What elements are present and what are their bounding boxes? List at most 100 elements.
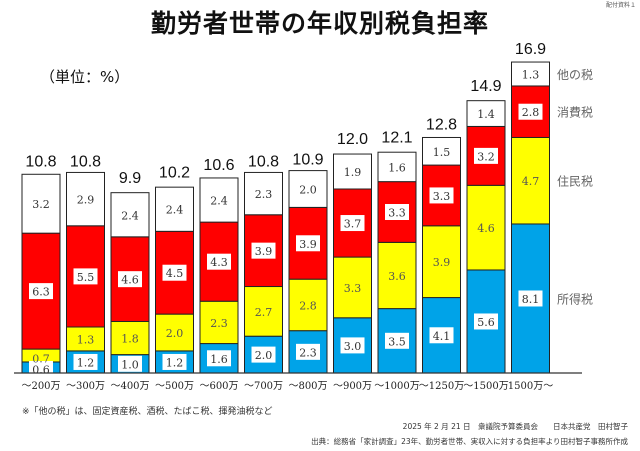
labels-group: 0.60.76.33.210.81.21.35.52.910.81.01.84.… (25, 41, 546, 377)
value-label-resident-tax: 4.6 (477, 222, 495, 235)
x-tick-label: ～400万 (110, 381, 149, 392)
value-label-resident-tax: 2.8 (299, 299, 317, 312)
x-tick-label: ～200万 (21, 381, 60, 392)
bar-segment-other-tax (333, 153, 372, 190)
chart-title: 勤労者世帯の年収別税負担率 (150, 9, 489, 38)
value-label-other-tax: 1.5 (433, 146, 451, 159)
footer-citation: 出典：総務省「家計調査」23年、勤労者世帯、実収入に対する負担率より田村智子事務… (311, 437, 628, 446)
value-label-resident-tax: 2.7 (255, 306, 273, 319)
total-label: 12.8 (426, 116, 457, 133)
value-label-other-tax: 1.3 (522, 69, 540, 82)
value-label-consumption-tax: 4.3 (210, 256, 228, 269)
value-label-consumption-tax: 5.5 (77, 271, 95, 284)
value-label-other-tax: 2.4 (210, 195, 228, 208)
value-label-box (29, 283, 53, 300)
x-tick-label: ～700万 (244, 381, 283, 392)
x-tick-label: ～500万 (155, 381, 194, 392)
bar-segment-resident-tax (288, 278, 328, 332)
x-tick-label: ～300万 (66, 381, 105, 392)
value-label-other-tax: 1.4 (477, 108, 495, 121)
value-label-resident-tax: 3.9 (433, 256, 451, 269)
value-label-income-tax: 1.2 (77, 356, 95, 369)
value-label-box (251, 242, 276, 259)
value-label-box (518, 103, 543, 120)
value-label-other-tax: 1.6 (388, 161, 406, 174)
value-label-box (162, 353, 187, 370)
total-label: 10.2 (159, 164, 190, 181)
value-label-resident-tax: 4.7 (522, 175, 540, 188)
value-label-consumption-tax: 3.9 (299, 238, 317, 251)
value-label-box (73, 353, 98, 370)
value-label-box (340, 215, 365, 232)
bar-segment-resident-tax (110, 320, 150, 356)
value-label-box (207, 350, 231, 367)
value-label-box (251, 346, 276, 363)
value-label-other-tax: 2.3 (255, 188, 273, 201)
total-label: 10.6 (203, 157, 234, 174)
bar-segment-other-tax (466, 100, 506, 127)
footnote: ※「他の税」は、固定資産税、酒税、たばこ税、揮発油税など (22, 407, 273, 417)
value-label-income-tax: 4.1 (433, 330, 451, 343)
value-label-consumption-tax: 2.8 (522, 106, 540, 119)
bar-segment-other-tax (199, 177, 239, 223)
bar-segment-resident-tax (244, 286, 283, 337)
value-label-box (118, 355, 142, 372)
bars-group (21, 61, 550, 374)
x-tick-label: ～1250万 (419, 381, 464, 392)
legend-label-income-tax: 所得税 (557, 291, 593, 306)
bar-segment-other-tax (422, 136, 461, 166)
value-label-box (207, 253, 231, 270)
value-label-box (474, 147, 498, 164)
bar-segment-other-tax (21, 173, 61, 234)
bar-segment-other-tax (66, 171, 105, 227)
document-tag: 配付資料１ (605, 2, 636, 9)
value-label-other-tax: 2.4 (121, 209, 139, 222)
value-label-resident-tax: 2.3 (210, 317, 228, 330)
bar-segment-resident-tax (199, 300, 239, 345)
x-tick-label: ～800万 (288, 381, 327, 392)
value-label-income-tax: 5.6 (477, 316, 495, 329)
bar-segment-resident-tax (155, 313, 194, 352)
value-label-box (118, 271, 142, 288)
value-label-box (296, 235, 320, 252)
x-tick-label: 1500万～ (508, 381, 553, 392)
total-label: 10.8 (70, 153, 101, 170)
unit-label: （単位：%） (40, 68, 130, 86)
bar-segment-other-tax (244, 171, 283, 216)
total-label: 9.9 (119, 170, 141, 187)
total-label: 10.8 (248, 153, 279, 170)
value-label-consumption-tax: 3.7 (344, 218, 362, 231)
value-label-income-tax: 1.6 (210, 353, 228, 366)
bar-segment-resident-tax (466, 184, 506, 271)
value-label-resident-tax: 3.3 (344, 282, 362, 295)
value-label-income-tax: 1.0 (121, 358, 139, 371)
total-label: 10.8 (25, 153, 56, 170)
value-label-income-tax: 1.2 (166, 356, 184, 369)
value-label-other-tax: 2.0 (299, 184, 317, 197)
x-tick-label: ～1000万 (374, 381, 419, 392)
value-label-box (73, 268, 98, 285)
value-label-box (429, 187, 454, 204)
total-label: 10.9 (292, 151, 323, 168)
value-label-resident-tax: 1.8 (121, 333, 139, 346)
total-label: 14.9 (470, 78, 501, 95)
value-label-box (340, 337, 365, 354)
legend: 所得税 住民税 消費税 他の税 (557, 68, 593, 306)
footer-date-source: 2025 年 2 月 21 日 衆議院予算委員会 日本共産党 田村智子 (402, 422, 628, 431)
value-label-consumption-tax: 4.6 (121, 274, 139, 287)
value-label-box (474, 313, 498, 330)
x-tick-labels: ～200万 ～300万 ～400万 ～500万 ～600万 ～700万 ～800万 ～900万… (21, 381, 553, 392)
value-label-other-tax: 3.2 (32, 198, 50, 211)
value-label-box (385, 204, 409, 220)
value-label-income-tax: 3.5 (388, 335, 406, 348)
value-label-box (429, 327, 454, 344)
total-label: 12.0 (337, 131, 368, 148)
value-label-box (162, 264, 187, 281)
value-label-income-tax: 8.1 (522, 293, 540, 306)
value-label-consumption-tax: 3.9 (255, 245, 273, 258)
value-label-box (518, 290, 543, 307)
bar-segment-other-tax (511, 61, 550, 87)
total-label: 12.1 (381, 129, 412, 146)
x-tick-label: ～900万 (333, 381, 372, 392)
